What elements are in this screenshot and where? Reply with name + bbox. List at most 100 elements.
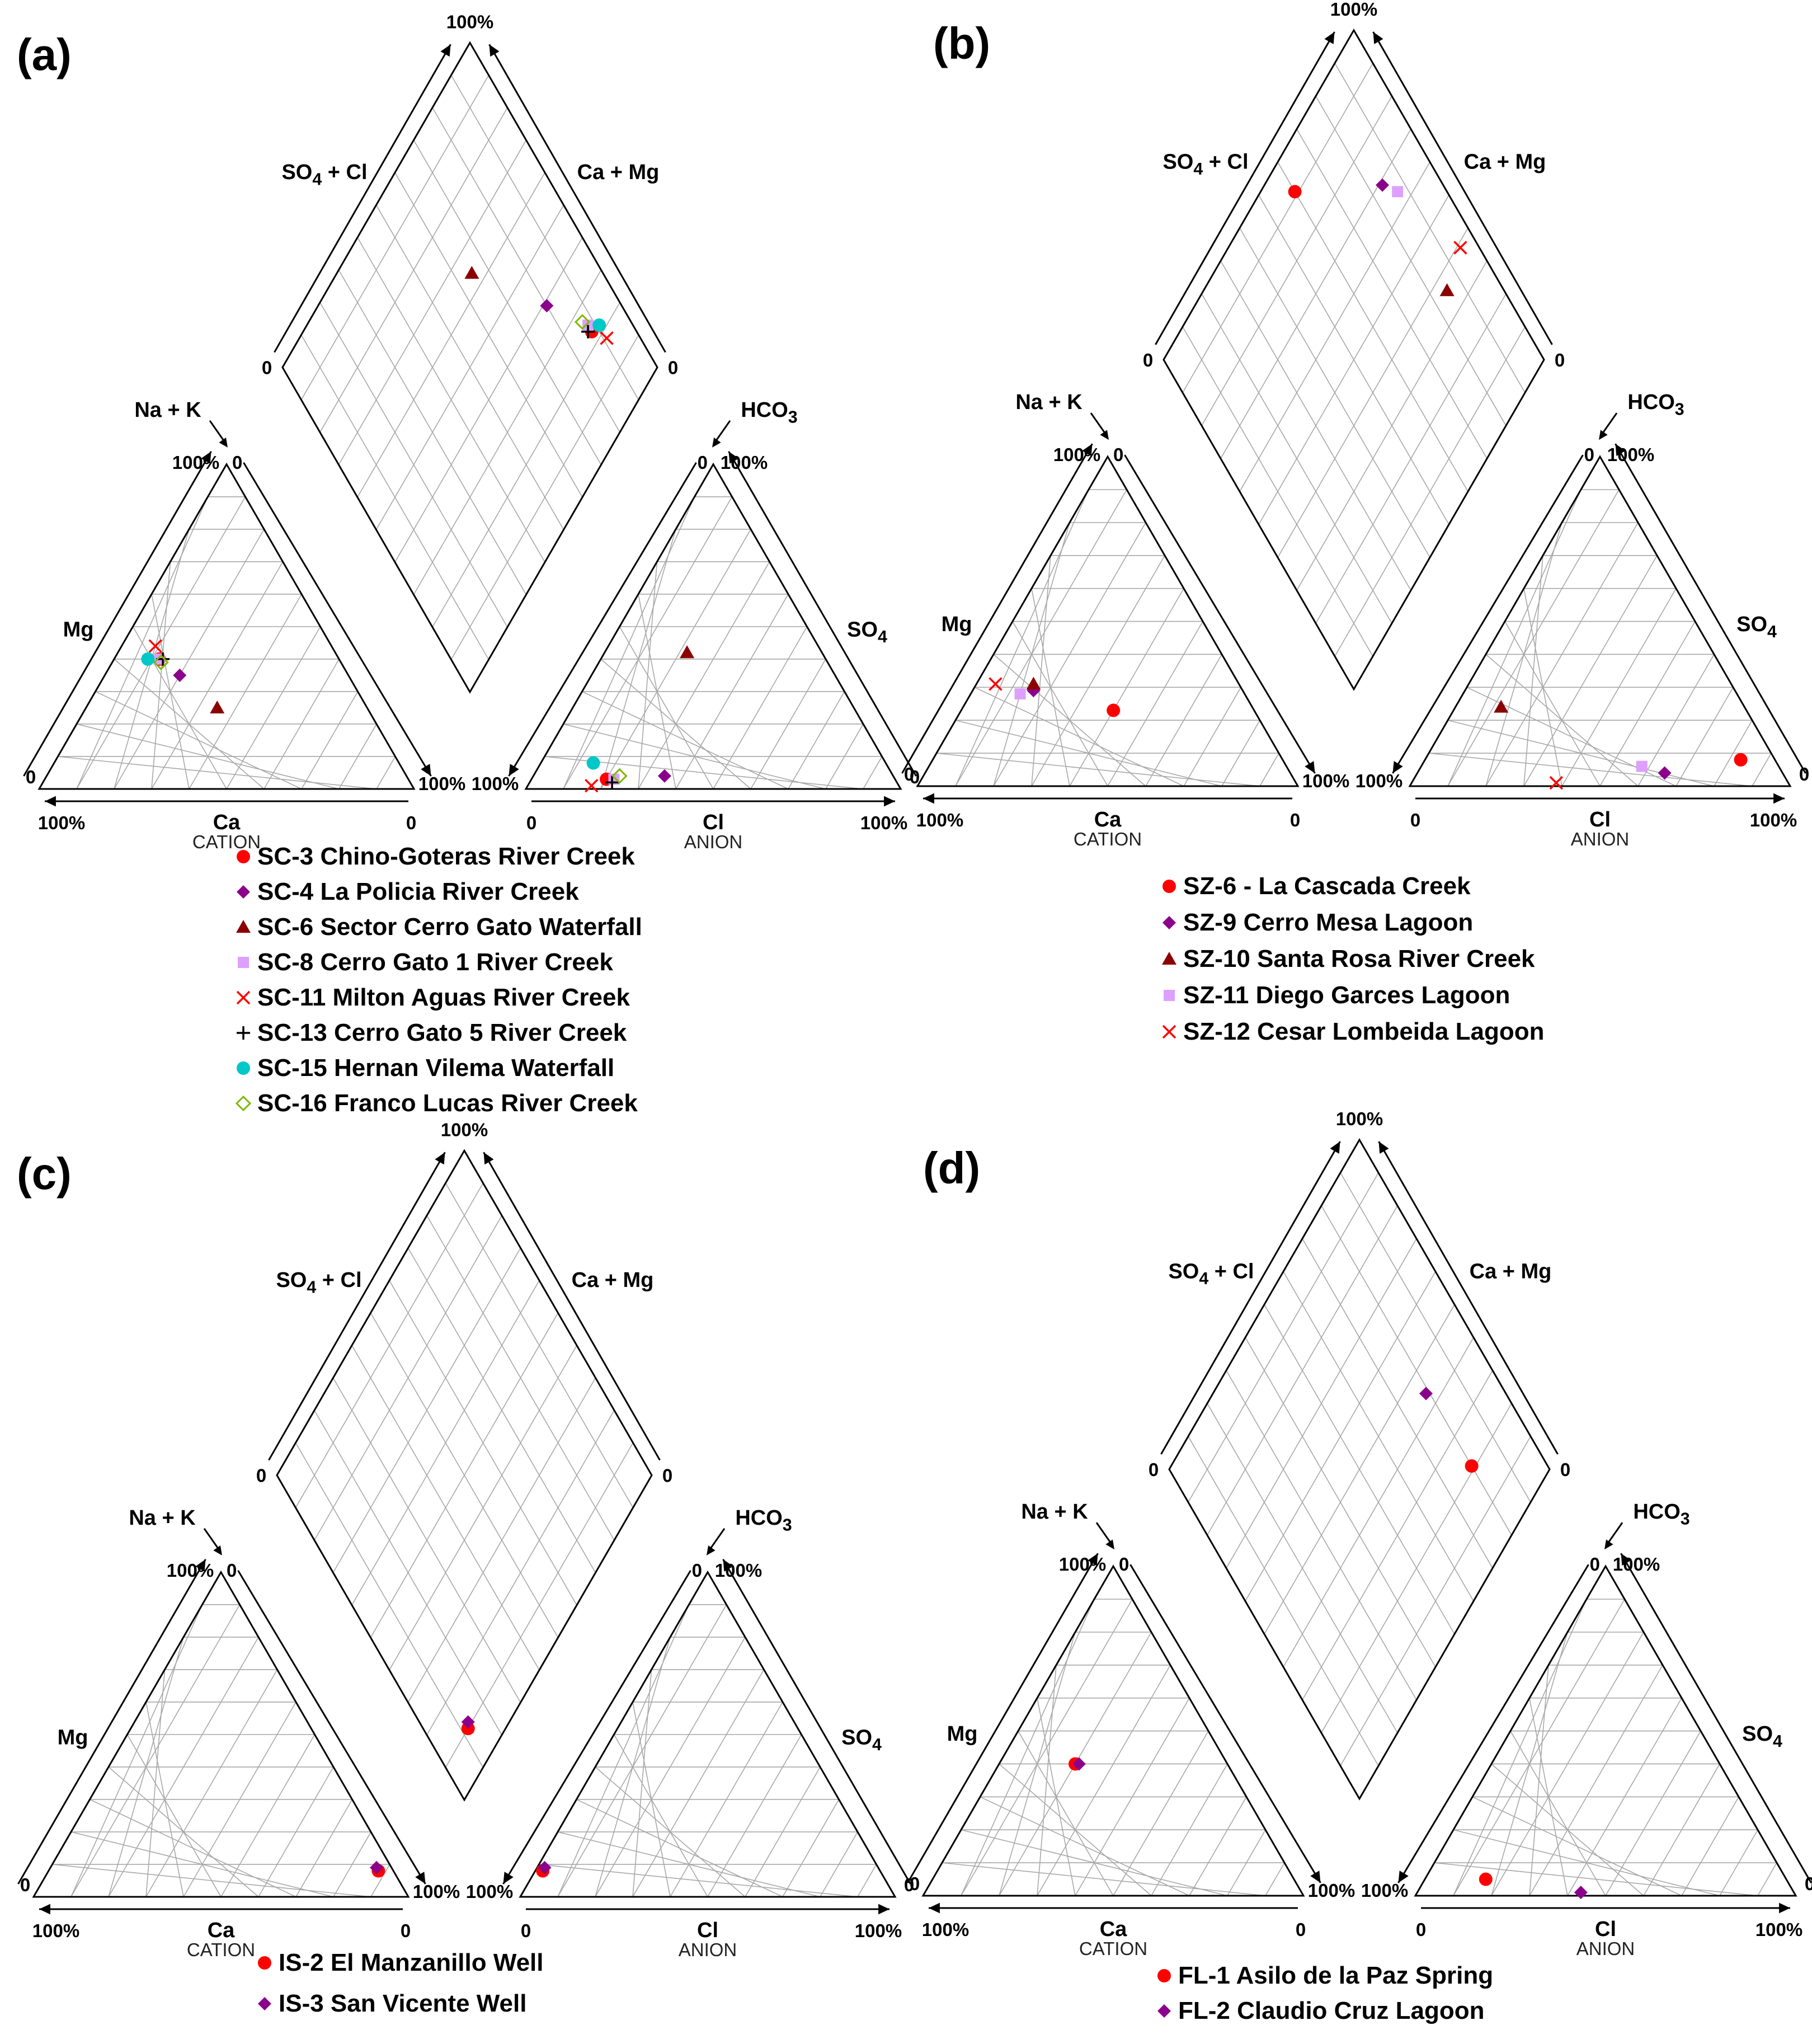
- so4-label: SO4: [1742, 1722, 1782, 1751]
- cation-triangle: [921, 1564, 1305, 1897]
- anion-point-1: [1479, 1872, 1493, 1886]
- anion-point-2: [538, 1860, 552, 1874]
- cation-top-tick-0: 0: [227, 1560, 237, 1581]
- anion-label: ANION: [1576, 1938, 1635, 1959]
- grid-line: [825, 723, 864, 790]
- grid-line: [1472, 1796, 1682, 1896]
- panel-letter: (b): [933, 18, 990, 68]
- nak-label: Na + K: [129, 1506, 196, 1530]
- mg-arrow: [901, 443, 1093, 774]
- diamond-point-6: [581, 325, 595, 339]
- so4-label-main: SO: [847, 618, 878, 641]
- diamond-point-5: [600, 331, 614, 345]
- hco3-label-sub: 3: [1681, 1510, 1690, 1529]
- anion-base-left-tick: 0: [1410, 810, 1420, 830]
- grid-line: [1453, 1829, 1720, 1896]
- grid-line: [1258, 195, 1449, 525]
- anion-top-tick-100: 100%: [715, 1560, 762, 1581]
- arrow-head: [440, 44, 451, 57]
- legend-marker-1: [1157, 1969, 1171, 1982]
- grid-line: [90, 1799, 296, 1897]
- nak-side-arrow: [243, 462, 432, 777]
- diamond-point-3: [464, 266, 479, 279]
- legend-label-2: SC-4 La Policia River Creek: [257, 878, 579, 905]
- cl-label: Cl: [1589, 808, 1611, 831]
- legend-marker-3: [236, 920, 251, 933]
- cation-right-tick: 100%: [413, 1881, 460, 1902]
- arrow-head: [929, 1902, 940, 1914]
- grid-line: [563, 723, 826, 790]
- grid-line: [595, 1766, 746, 1897]
- anion-base-left-tick: 0: [521, 1920, 531, 1941]
- so4cl-label-main: SO: [1168, 1260, 1199, 1283]
- cation-base-right-tick: 0: [401, 1920, 411, 1941]
- grid-line: [619, 626, 714, 790]
- grid-line: [1302, 1238, 1493, 1568]
- legend-marker-2: [1157, 2004, 1171, 2018]
- grid-line: [394, 172, 583, 498]
- legend-marker-7: [237, 1061, 250, 1075]
- grid-line: [132, 626, 227, 790]
- grid-line: [857, 1864, 877, 1897]
- arrow-head: [1604, 1539, 1613, 1550]
- grid-line: [407, 1247, 596, 1573]
- hco3-pointer: [708, 1528, 726, 1552]
- so4-arrow: [1620, 1553, 1812, 1883]
- grid-line: [955, 720, 1222, 787]
- diamond-right-tick: 0: [668, 358, 678, 378]
- grid-line: [1221, 720, 1260, 787]
- legend-label-1: FL-1 Asilo de la Paz Spring: [1178, 1962, 1493, 1989]
- arrow-head: [1773, 793, 1785, 804]
- anion-point-8: [611, 768, 628, 784]
- mg-label: Mg: [942, 613, 972, 636]
- diamond-point-2: [1376, 178, 1389, 192]
- grid-line: [1283, 1271, 1474, 1601]
- so4cl-label-rest: + Cl: [322, 161, 367, 184]
- legend-marker-5: [1162, 1025, 1176, 1039]
- so4cl-arrow: [268, 1152, 446, 1461]
- arrow-head: [1599, 430, 1608, 440]
- legend-label-5: SC-11 Milton Aguas River Creek: [257, 984, 630, 1011]
- anion-point-3: [1494, 699, 1509, 713]
- grid-line: [1714, 720, 1753, 787]
- legend-label-3: SZ-10 Santa Rosa River Creek: [1183, 945, 1535, 972]
- anion-top-tick-100: 100%: [1613, 1554, 1660, 1575]
- camg-arrow: [483, 1152, 661, 1461]
- grid-line: [220, 1734, 316, 1897]
- anion-point-5: [585, 778, 599, 793]
- arrow-head: [1779, 1902, 1790, 1914]
- legend-marker-1: [237, 850, 250, 863]
- legend-label-4: SZ-11 Diego Garces Lagoon: [1183, 981, 1510, 1009]
- diamond-point-7: [592, 318, 606, 332]
- grid-line: [450, 74, 639, 400]
- grid-line: [432, 107, 620, 433]
- hco3-label: HCO3: [1627, 391, 1684, 419]
- so4cl-label-main: SO: [281, 161, 312, 184]
- hco3-pointer: [1600, 412, 1618, 436]
- legend-marker-5: [236, 990, 251, 1005]
- camg-label: Ca + Mg: [572, 1268, 654, 1292]
- anion-left-tick: 100%: [1361, 1880, 1408, 1901]
- grid-line: [1245, 1271, 1436, 1601]
- arrow-head: [712, 438, 721, 448]
- grid-line: [782, 1799, 840, 1897]
- grid-line: [863, 756, 883, 790]
- grid-line: [745, 1766, 821, 1897]
- nak-pointer: [1090, 412, 1108, 436]
- grid-line: [76, 723, 340, 790]
- so4cl-label: SO4 + Cl: [1162, 150, 1248, 178]
- anion-triangle: [1408, 455, 1792, 787]
- grid-line: [370, 1864, 390, 1897]
- nak-pointer: [1095, 1522, 1113, 1545]
- anion-right-tick: 0: [910, 767, 920, 787]
- nak-pointer: [209, 420, 227, 444]
- grid-line: [942, 1862, 1266, 1896]
- so4cl-label-sub: 4: [307, 1278, 316, 1297]
- nak-label: Na + K: [134, 398, 201, 422]
- arrow-head: [509, 764, 519, 776]
- so4cl-label-rest: + Cl: [1203, 150, 1248, 173]
- legend-label-1: SZ-6 - La Cascada Creek: [1183, 872, 1471, 900]
- diamond-right-tick: 0: [662, 1465, 672, 1486]
- grid-line: [632, 1669, 765, 1897]
